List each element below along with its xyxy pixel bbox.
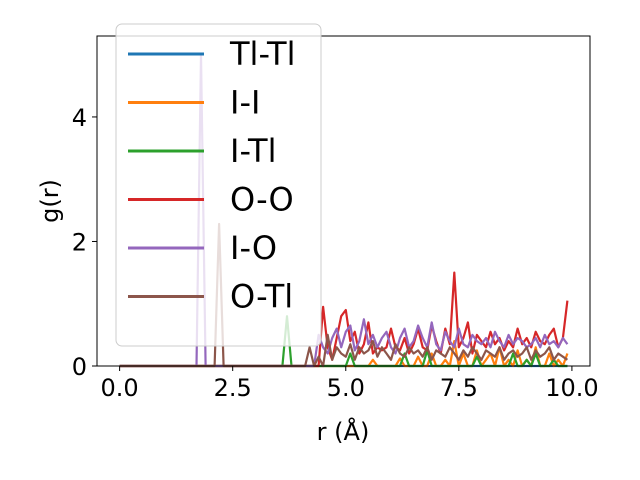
- legend-label: I-Tl: [230, 132, 276, 170]
- x-tick-label: 7.5: [440, 374, 478, 402]
- legend-label: I-O: [230, 229, 277, 267]
- x-tick-label: 5.0: [327, 374, 365, 402]
- legend-box: [115, 23, 322, 347]
- y-axis-label: g(r): [36, 179, 64, 223]
- x-axis-ticks: 0.0 2.5 5.0 7.5 10.0: [101, 366, 599, 402]
- y-tick-label: 4: [72, 104, 87, 132]
- x-tick-label: 10.0: [545, 374, 598, 402]
- legend-label: O-O: [230, 181, 294, 219]
- legend-label: O-Tl: [230, 278, 293, 316]
- y-tick-label: 0: [72, 353, 87, 381]
- x-tick-label: 2.5: [214, 374, 252, 402]
- legend-label: Tl-Tl: [229, 35, 295, 73]
- plot-area: [96, 35, 591, 368]
- x-axis-label: r (Å): [317, 417, 370, 446]
- legend: Tl-Tl I-I I-Tl O-O I-O O-Tl: [115, 23, 322, 347]
- legend-label: I-I: [230, 84, 260, 122]
- x-tick-label: 0.0: [101, 374, 139, 402]
- y-tick-label: 2: [72, 228, 87, 256]
- axes-frame: [96, 35, 591, 367]
- y-axis-ticks: 0 2 4: [72, 104, 97, 381]
